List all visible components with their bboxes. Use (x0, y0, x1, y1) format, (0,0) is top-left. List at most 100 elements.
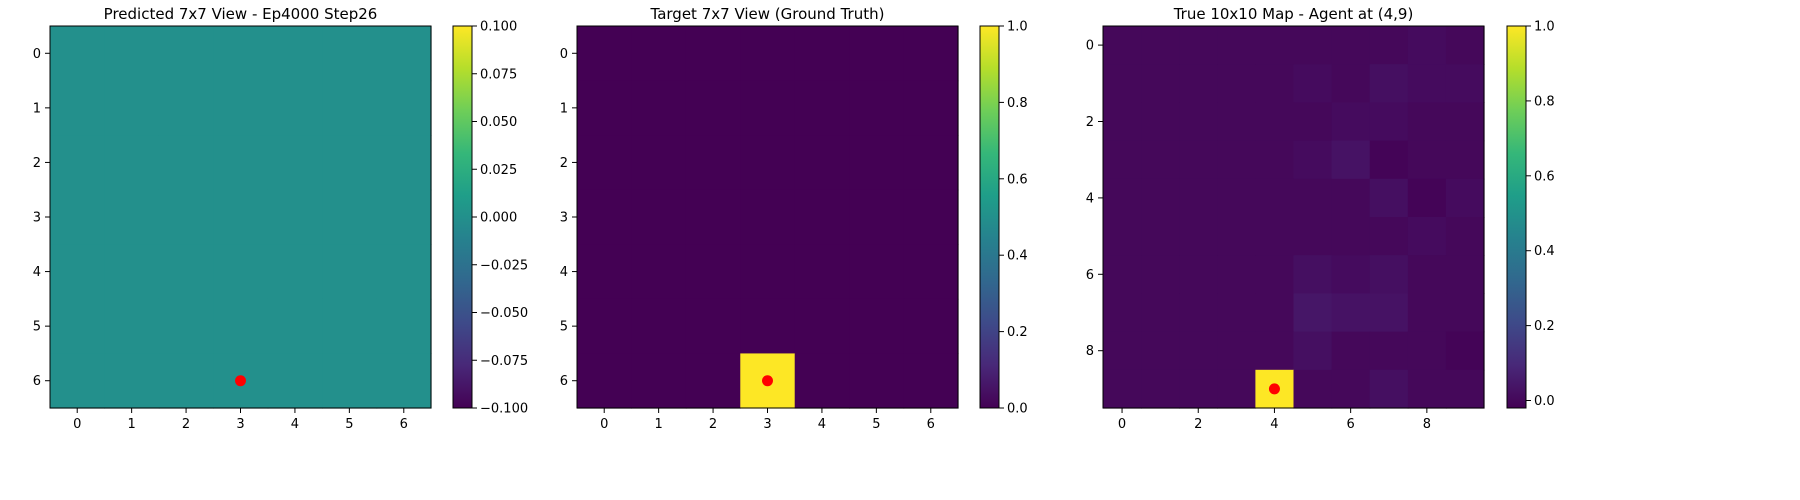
heatmap-cell (577, 244, 633, 300)
heatmap-cell (213, 135, 269, 191)
heatmap-cell (849, 80, 905, 136)
colorbar-tick-label: 0.075 (480, 67, 517, 82)
heatmap-cell (685, 135, 741, 191)
heatmap-cell (158, 80, 214, 136)
colorbar (979, 25, 1000, 409)
heatmap-cell (685, 298, 741, 355)
heatmap-cell (794, 26, 850, 82)
heatmap-cell (376, 26, 432, 82)
heatmap-cell (794, 298, 850, 355)
heatmap-cell (1445, 26, 1485, 65)
heatmap-cell (104, 244, 160, 300)
heatmap-cell (1445, 369, 1485, 409)
heatmap-cell (1217, 178, 1256, 218)
agent-marker (1268, 383, 1280, 395)
heatmap-cell (1293, 255, 1333, 294)
heatmap-cell (50, 353, 106, 409)
heatmap-cell (376, 80, 432, 136)
x-tick-label: 3 (236, 417, 244, 432)
heatmap-cell (1445, 255, 1485, 294)
colorbar-tick-label: 0.4 (1534, 244, 1555, 259)
x-tick-label: 2 (1194, 417, 1202, 432)
colorbar-tick-label: 0.0 (1534, 394, 1555, 409)
x-tick-label: 0 (73, 417, 81, 432)
y-tick-label: 5 (33, 320, 41, 335)
heatmap-cell (903, 80, 959, 136)
heatmap-cell (1255, 26, 1295, 65)
heatmap-cell (740, 298, 796, 355)
heatmap-cell (158, 353, 214, 409)
y-tick-label: 2 (1086, 115, 1094, 130)
heatmap-cell (104, 353, 160, 409)
heatmap-cell (1141, 64, 1180, 103)
heatmap-cell (1179, 255, 1218, 294)
heatmap-cell (213, 80, 269, 136)
heatmap-cell (267, 298, 323, 355)
heatmap-cell (849, 26, 905, 82)
heatmap-cell (903, 135, 959, 191)
colorbar-tick-label: 0.2 (1534, 319, 1555, 334)
heatmap-cell (1369, 178, 1409, 218)
heatmap-cell (903, 353, 959, 409)
heatmap-cell (577, 26, 633, 82)
colorbar-tick-label: 1.0 (1007, 20, 1028, 35)
heatmap-cell (267, 244, 323, 300)
heatmap-cell (577, 298, 633, 355)
heatmap-cell (1217, 217, 1256, 256)
heatmap-cell (631, 189, 687, 245)
heatmap-cell (1407, 140, 1447, 180)
heatmap-cell (1369, 293, 1409, 333)
heatmap-cell (1217, 102, 1256, 142)
heatmap-cell (849, 189, 905, 245)
heatmap-cell (104, 189, 160, 245)
y-tick-label: 6 (1086, 268, 1094, 283)
heatmap-cell (1179, 217, 1218, 256)
heatmap-cell (50, 135, 106, 191)
heatmap-cell (1331, 64, 1371, 103)
heatmap-cell (50, 298, 106, 355)
heatmap-cell (1369, 26, 1409, 65)
heatmap-cell (1331, 26, 1371, 65)
panel-title: Target 7x7 View (Ground Truth) (650, 5, 885, 23)
heatmap-cell (322, 353, 378, 409)
heatmap-cell (631, 135, 687, 191)
heatmap-cell (1141, 293, 1180, 333)
colorbar (452, 25, 473, 409)
heatmap-cell (1217, 26, 1256, 65)
heatmap-cell (1179, 140, 1218, 180)
y-tick-label: 1 (33, 101, 41, 116)
heatmap-cell (376, 244, 432, 300)
heatmap-cell (794, 189, 850, 245)
heatmap-cell (1255, 217, 1295, 256)
heatmap-cell (1103, 369, 1142, 409)
heatmap-cell (1369, 102, 1409, 142)
x-tick-label: 5 (345, 417, 353, 432)
y-tick-label: 0 (1086, 39, 1094, 54)
heatmap-cell (322, 244, 378, 300)
heatmap-cell (1103, 102, 1142, 142)
heatmap-cell (1141, 217, 1180, 256)
heatmap-cell (631, 353, 687, 409)
heatmap-cell (1255, 293, 1295, 333)
colorbar-tick-label: 1.0 (1534, 20, 1555, 35)
panel-title: True 10x10 Map - Agent at (4,9) (1173, 5, 1414, 23)
heatmap-cell (1255, 255, 1295, 294)
heatmap-cell (1141, 369, 1180, 409)
heatmap-cell (1255, 178, 1295, 218)
y-tick-label: 4 (560, 265, 568, 280)
colorbar-tick-label: 0.050 (480, 115, 517, 130)
heatmap-cell (1217, 140, 1256, 180)
heatmap-cell (1255, 331, 1295, 371)
y-tick-label: 2 (560, 156, 568, 171)
colorbar-tick-label: 0.0 (1007, 402, 1028, 417)
heatmap-cell (1141, 26, 1180, 65)
colorbar-tick-label: 0.4 (1007, 249, 1028, 264)
heatmap-cell (267, 189, 323, 245)
heatmap-cell (322, 135, 378, 191)
colorbar-tick-label: 0.100 (480, 20, 517, 35)
colorbar-tick-label: 0.8 (1534, 94, 1555, 109)
heatmap-cell (1103, 255, 1142, 294)
heatmap-cell (794, 80, 850, 136)
heatmap-cell (1293, 331, 1333, 371)
heatmap-cell (267, 135, 323, 191)
